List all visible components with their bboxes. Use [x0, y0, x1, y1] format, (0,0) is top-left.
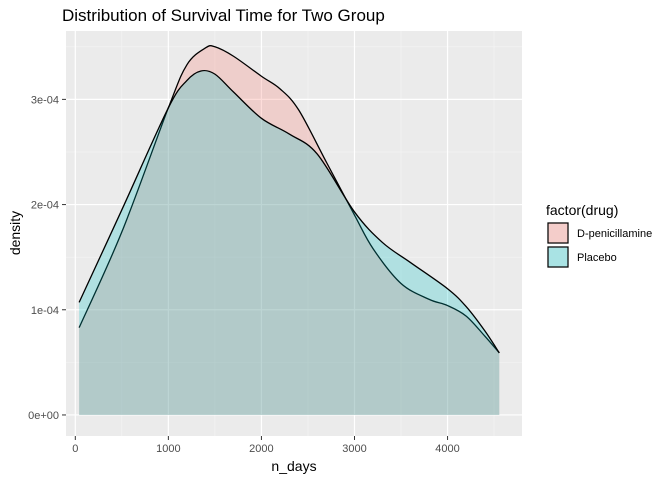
y-tick-label: 3e-04 [31, 94, 59, 106]
y-axis: 0e+00 1e-04 2e-04 3e-04 [28, 94, 66, 422]
legend-swatch-placebo [547, 246, 569, 268]
x-axis-title: n_days [271, 458, 316, 474]
y-tick-label: 1e-04 [31, 305, 59, 317]
x-tick-label: 4000 [435, 443, 459, 455]
grid-major [66, 31, 522, 436]
density-line-placebo [78, 69, 500, 354]
x-tick-label: 1000 [156, 443, 180, 455]
y-axis-title: density [7, 211, 23, 255]
legend-label: D-penicillamine [577, 228, 652, 240]
density-line-d-penicillamine [78, 45, 500, 354]
legend-key-bg [547, 222, 569, 244]
chart-title: Distribution of Survival Time for Two Gr… [62, 6, 385, 25]
x-tick-label: 2000 [249, 443, 273, 455]
plot-panel [66, 31, 522, 436]
legend-label: Placebo [577, 252, 617, 264]
legend-key-bg [547, 246, 569, 268]
legend-swatch-d-penicillamine [547, 222, 569, 244]
x-axis: 0 1000 2000 3000 4000 [72, 436, 460, 455]
grid-minor [66, 31, 522, 436]
x-tick-label: 3000 [342, 443, 366, 455]
density-area-d-penicillamine [79, 45, 500, 415]
y-tick-label: 0e+00 [28, 410, 59, 422]
y-tick-label: 2e-04 [31, 200, 59, 212]
density-area-placebo [79, 70, 500, 415]
legend-title: factor(drug) [546, 202, 618, 218]
density-areas [78, 45, 500, 415]
legend: factor(drug) D-penicillamine Placebo [546, 202, 652, 268]
x-tick-label: 0 [72, 443, 78, 455]
